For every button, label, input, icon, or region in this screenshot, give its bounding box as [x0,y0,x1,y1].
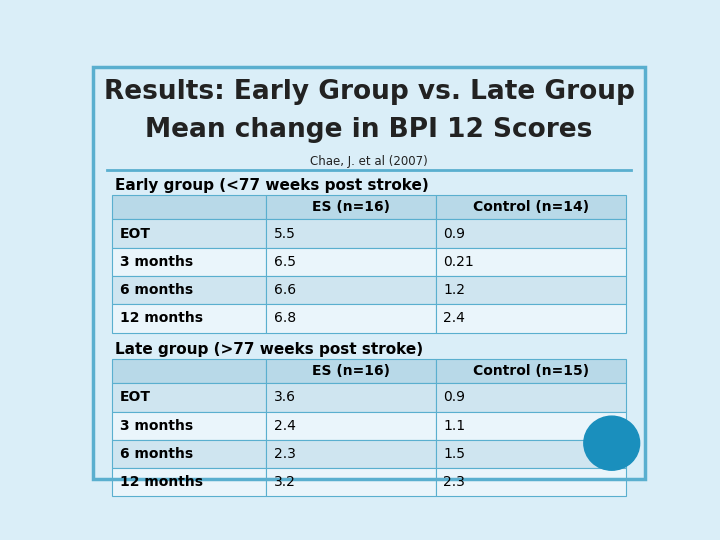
Text: EOT: EOT [120,227,150,241]
Text: 1.1: 1.1 [443,418,465,433]
Text: Control (n=15): Control (n=15) [472,364,589,378]
Bar [436,468,626,496]
Bar [266,248,436,276]
Bar [436,359,626,383]
Bar [266,440,436,468]
Text: ES (n=16): ES (n=16) [312,364,390,378]
Text: 1.2: 1.2 [443,283,465,297]
Text: 2.4: 2.4 [443,312,465,326]
Text: 6 months: 6 months [120,447,193,461]
Bar [436,305,626,333]
Bar [436,276,626,305]
Bar [266,219,436,248]
Text: 0.9: 0.9 [443,227,465,241]
Text: Early group (<77 weeks post stroke): Early group (<77 weeks post stroke) [115,178,429,193]
Text: 6.5: 6.5 [274,255,296,269]
Bar [266,359,436,383]
Bar [112,440,266,468]
Bar [112,468,266,496]
Text: 2.4: 2.4 [274,418,295,433]
Bar [112,383,266,411]
Text: 6.6: 6.6 [274,283,296,297]
Bar [436,219,626,248]
Text: 6 months: 6 months [120,283,193,297]
Text: 0.21: 0.21 [443,255,474,269]
Bar [436,383,626,411]
Text: 3 months: 3 months [120,418,193,433]
Text: Results: Early Group vs. Late Group: Results: Early Group vs. Late Group [104,79,634,105]
Text: Mean change in BPI 12 Scores: Mean change in BPI 12 Scores [145,117,593,143]
Text: 0.9: 0.9 [443,390,465,404]
Text: Chae, J. et al (2007): Chae, J. et al (2007) [310,155,428,168]
Text: 3.6: 3.6 [274,390,296,404]
Bar [436,411,626,440]
Text: 2.3: 2.3 [274,447,295,461]
Text: 1.5: 1.5 [443,447,465,461]
Bar [266,468,436,496]
Bar [112,248,266,276]
Text: EOT: EOT [120,390,150,404]
Text: Control (n=14): Control (n=14) [472,200,589,214]
Text: 6.8: 6.8 [274,312,296,326]
Bar [436,440,626,468]
Bar [436,195,626,219]
Text: 2.3: 2.3 [443,475,465,489]
Bar [266,195,436,219]
Bar [112,359,266,383]
Bar [266,411,436,440]
Text: 5.5: 5.5 [274,227,295,241]
Bar [112,411,266,440]
Bar [112,195,266,219]
Bar [266,383,436,411]
Bar [112,219,266,248]
Text: 12 months: 12 months [120,312,202,326]
Bar [266,305,436,333]
Bar [266,276,436,305]
Bar [112,305,266,333]
Text: ES (n=16): ES (n=16) [312,200,390,214]
Bar [436,248,626,276]
Text: Late group (>77 weeks post stroke): Late group (>77 weeks post stroke) [115,342,423,357]
Text: 12 months: 12 months [120,475,202,489]
Ellipse shape [584,416,639,470]
Text: 3.2: 3.2 [274,475,295,489]
Bar [112,276,266,305]
Text: 3 months: 3 months [120,255,193,269]
